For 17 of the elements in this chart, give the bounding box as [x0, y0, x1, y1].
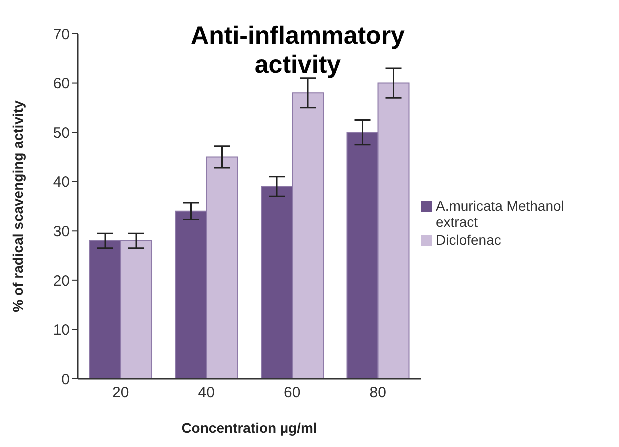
- y-tick-label: 40: [53, 174, 70, 192]
- x-tick-label: 40: [198, 384, 215, 402]
- y-tick-label: 30: [53, 223, 70, 240]
- y-tick-label: 70: [53, 26, 70, 44]
- y-tick-label: 50: [53, 124, 70, 142]
- legend-label: A.muricata Methanol extract: [436, 198, 566, 230]
- y-tick-label: 20: [53, 272, 70, 290]
- legend-label: Diclofenac: [436, 232, 502, 248]
- x-tick-label: 20: [112, 384, 130, 402]
- x-tick-label: 60: [284, 384, 301, 402]
- y-tick-label: 10: [53, 322, 70, 340]
- y-axis-title: % of radical scavenging activity: [10, 100, 26, 312]
- y-tick-label: 0: [62, 371, 70, 388]
- chart-title: Anti-inflammatory activity: [190, 22, 406, 80]
- x-axis-title: Concentration µg/ml: [182, 420, 318, 436]
- y-tick-label: 60: [53, 76, 70, 93]
- x-tick-label: 80: [370, 384, 386, 402]
